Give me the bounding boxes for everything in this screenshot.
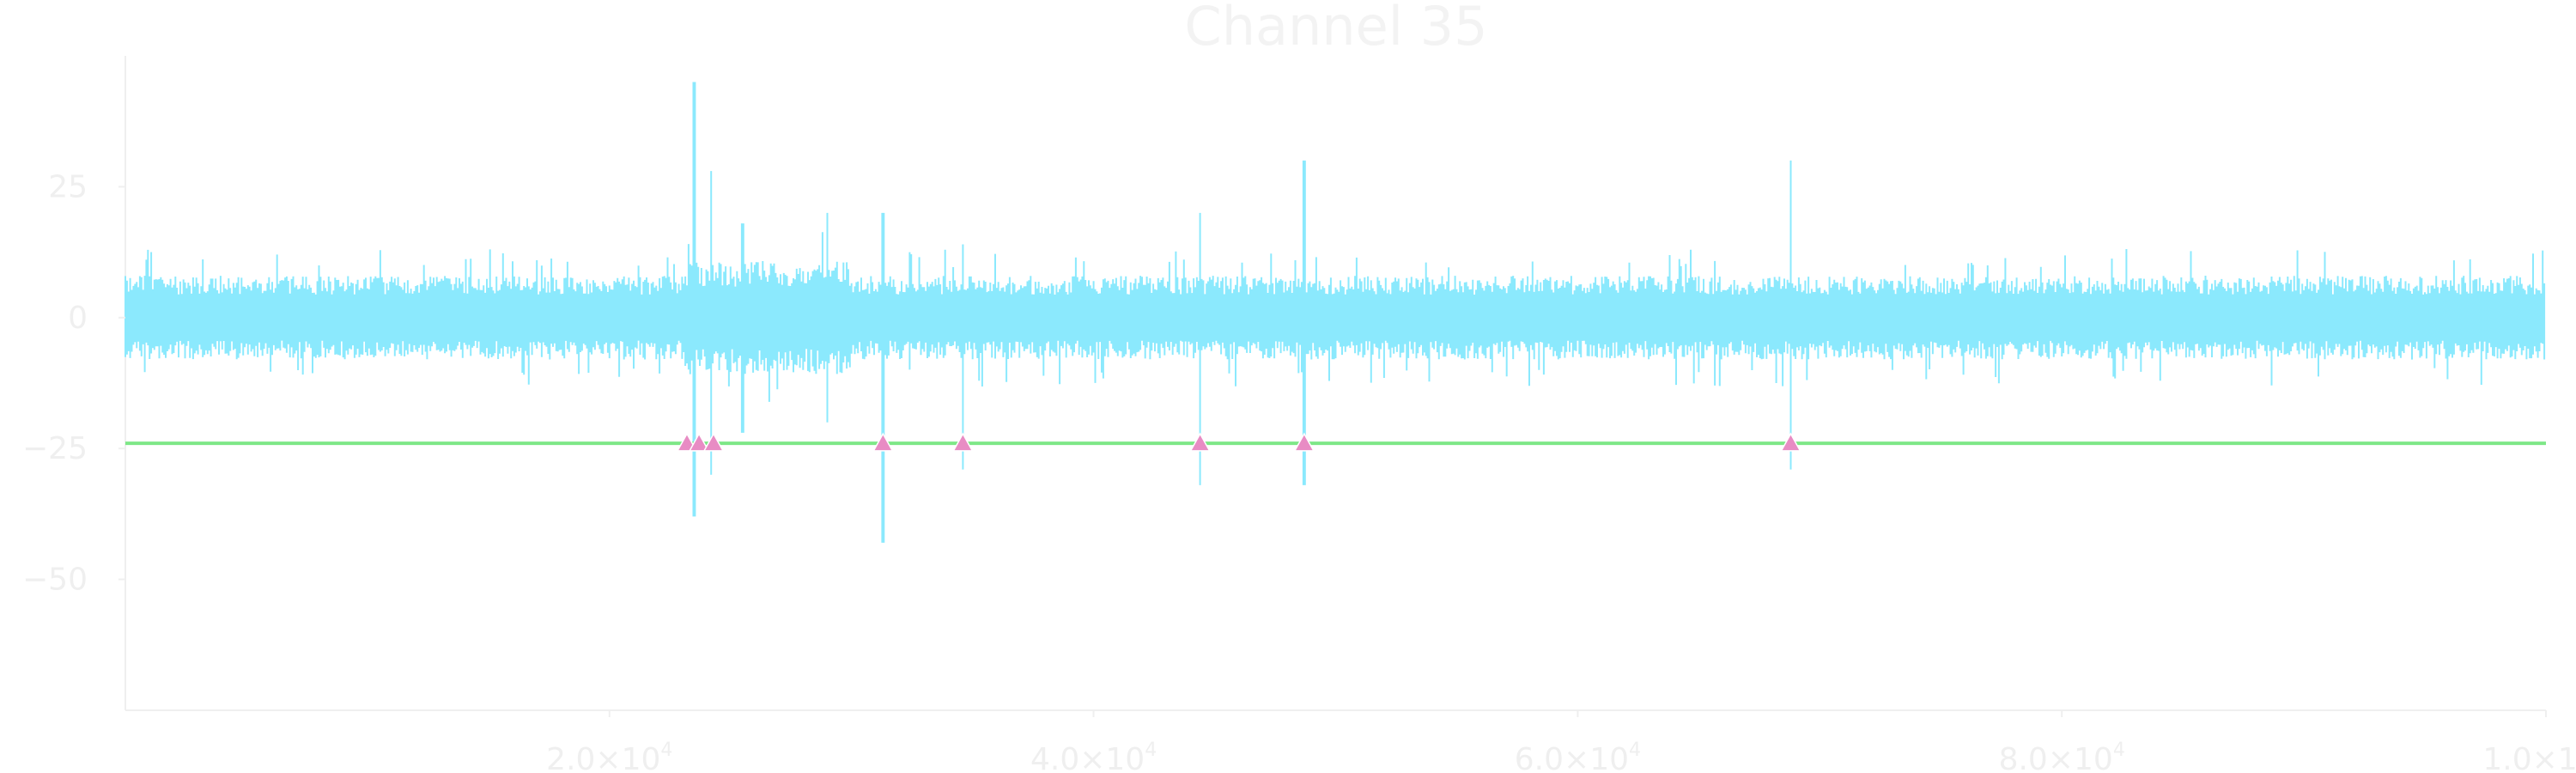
tick-layer: 25 0 −25 −50 2.0×104 4.0×104 6.0×104 8.0×104 1.0… xyxy=(22,169,2576,773)
chart-title: Channel 35 xyxy=(1184,0,1487,58)
signal-trace xyxy=(125,82,2546,543)
y-tick-label: −50 xyxy=(22,563,88,598)
marker-layer xyxy=(676,432,1801,452)
spike-marker xyxy=(702,432,725,452)
spike-marker xyxy=(952,432,974,452)
y-tick-label: 0 xyxy=(68,301,88,336)
y-tick-label: 25 xyxy=(48,169,88,204)
spike-marker xyxy=(688,432,710,452)
spike-marker xyxy=(1780,432,1801,452)
spike-marker xyxy=(1189,432,1211,452)
spike-marker xyxy=(872,432,894,452)
spike-marker xyxy=(1293,432,1315,452)
x-tick-label: 6.0×104 xyxy=(1515,740,1641,773)
x-tick-label: 8.0×104 xyxy=(1999,740,2125,773)
x-tick-label: 4.0×104 xyxy=(1030,740,1157,773)
signal-layer xyxy=(125,82,2546,543)
x-tick-label: 2.0×104 xyxy=(546,740,672,773)
x-tick-label: 1.0×105 xyxy=(2482,740,2576,773)
y-tick-label: −25 xyxy=(22,431,88,466)
